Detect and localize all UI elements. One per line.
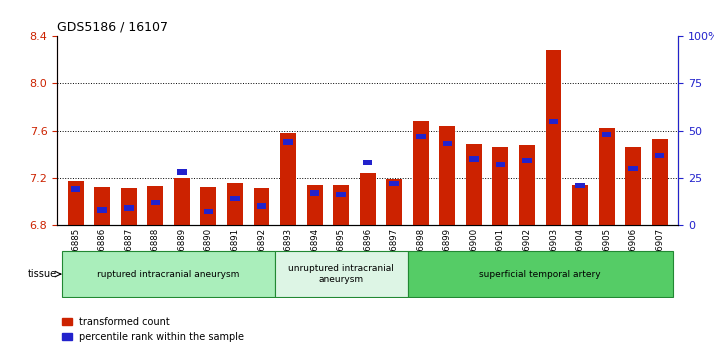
Text: tissue: tissue — [29, 269, 57, 279]
Bar — [177, 170, 186, 175]
Text: GDS5186 / 16107: GDS5186 / 16107 — [57, 21, 168, 34]
Bar — [575, 183, 585, 188]
Bar — [174, 178, 190, 225]
Text: unruptured intracranial
aneurysm: unruptured intracranial aneurysm — [288, 264, 394, 284]
Legend: transformed count, percentile rank within the sample: transformed count, percentile rank withi… — [62, 317, 244, 342]
Bar — [466, 144, 482, 225]
Bar — [522, 158, 532, 163]
Bar — [439, 126, 456, 225]
Bar — [124, 205, 134, 211]
Text: superficial temporal artery: superficial temporal artery — [479, 270, 601, 278]
Bar — [416, 134, 426, 139]
Bar — [469, 156, 478, 162]
Bar — [333, 185, 349, 225]
Bar — [443, 141, 452, 147]
FancyBboxPatch shape — [62, 252, 275, 297]
Bar — [203, 209, 213, 215]
Bar — [68, 182, 84, 225]
Bar — [389, 181, 399, 186]
FancyBboxPatch shape — [275, 252, 408, 297]
Bar — [655, 152, 665, 158]
Bar — [602, 132, 611, 137]
Bar — [360, 173, 376, 225]
Bar — [310, 190, 319, 196]
Bar — [121, 188, 137, 225]
Bar — [98, 207, 107, 213]
Bar — [652, 139, 668, 225]
Bar — [280, 133, 296, 225]
Text: ruptured intracranial aneurysm: ruptured intracranial aneurysm — [97, 270, 240, 278]
Bar — [71, 187, 81, 192]
Bar — [227, 183, 243, 225]
Bar — [230, 196, 240, 201]
Bar — [625, 147, 641, 225]
Bar — [549, 119, 558, 124]
Bar — [94, 187, 110, 225]
Bar — [283, 139, 293, 144]
Bar — [493, 147, 508, 225]
Bar — [413, 121, 429, 225]
Bar — [253, 188, 269, 225]
Bar — [598, 129, 615, 225]
Bar — [363, 160, 373, 166]
Bar — [306, 185, 323, 225]
Bar — [572, 185, 588, 225]
Bar — [147, 186, 164, 225]
Bar — [496, 162, 506, 167]
Bar — [201, 187, 216, 225]
Bar — [257, 204, 266, 209]
Bar — [151, 200, 160, 205]
Bar — [545, 50, 561, 225]
FancyBboxPatch shape — [408, 252, 673, 297]
Bar — [519, 145, 535, 225]
Bar — [628, 166, 638, 171]
Bar — [336, 192, 346, 197]
Bar — [386, 179, 402, 225]
